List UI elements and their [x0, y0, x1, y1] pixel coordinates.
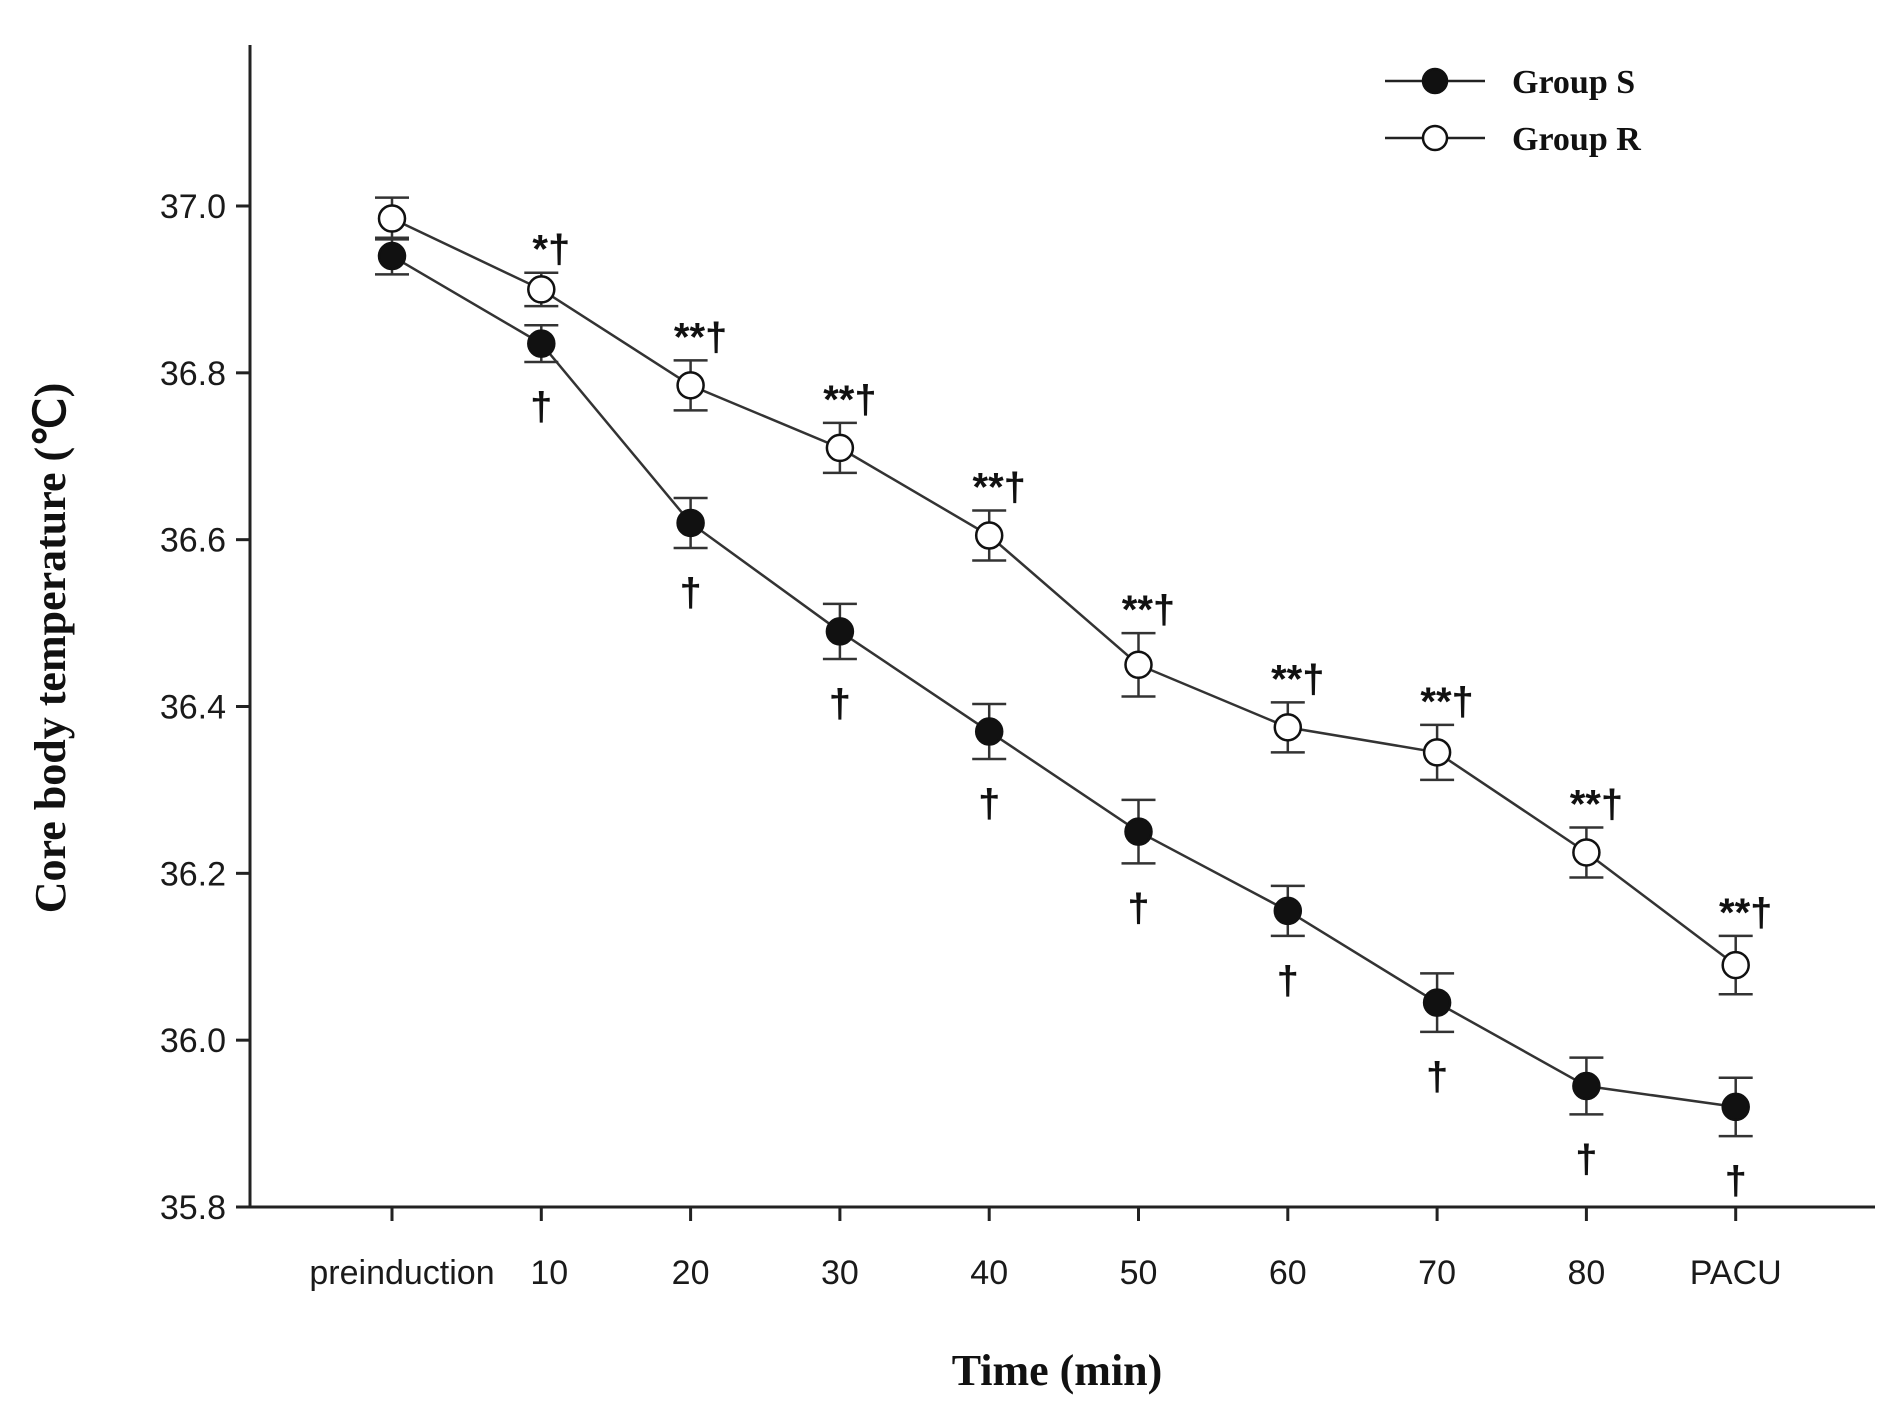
legend-item-group-s: Group S — [1385, 64, 1635, 101]
x-tick-label: 60 — [1269, 1254, 1307, 1292]
legend-label-group-r: Group R — [1512, 121, 1641, 158]
significance-annotation: **† — [674, 315, 727, 359]
legend-label-group-s: Group S — [1512, 64, 1635, 101]
x-tick-label: 50 — [1120, 1254, 1158, 1292]
legend-marker-group-s — [1421, 67, 1449, 95]
y-tick-label: 35.8 — [160, 1189, 226, 1227]
data-point — [1721, 950, 1750, 980]
x-tick-label: 20 — [672, 1254, 710, 1292]
data-point — [974, 521, 1004, 550]
data-point — [1124, 817, 1153, 846]
legend: Group S Group R — [1385, 64, 1641, 158]
significance-annotation: **† — [1122, 588, 1175, 632]
series-group-s — [375, 236, 1753, 1138]
significance-annotation: † — [1575, 1137, 1597, 1181]
data-point — [676, 371, 705, 400]
significance-annotation: † — [978, 782, 1000, 826]
significance-annotation: **† — [1570, 782, 1623, 826]
data-point — [825, 617, 855, 646]
y-ticks: 35.8 36.0 36.2 36.4 36.6 36.8 37.0 — [160, 188, 250, 1227]
significance-annotation: *† — [532, 228, 570, 272]
legend-item-group-r: Group R — [1385, 121, 1641, 158]
significance-annotation: † — [1725, 1159, 1747, 1203]
data-point — [1572, 838, 1601, 867]
data-point — [974, 717, 1004, 746]
annotation-layer: † † † † † † † † † *† **† **† **† **† **† **† **† **† — [530, 228, 1772, 1203]
significance-annotation: † — [1426, 1055, 1448, 1099]
significance-annotation: † — [1127, 886, 1149, 930]
y-axis-title: Core body temperature (℃) — [26, 383, 75, 913]
significance-annotation: **† — [1271, 657, 1324, 701]
series-group-r — [375, 196, 1753, 996]
x-tick-label: preinduction — [309, 1254, 494, 1292]
significance-annotation: † — [679, 571, 701, 615]
significance-annotation: **† — [1719, 891, 1772, 935]
axes — [248, 45, 1875, 1209]
x-tick-label: 80 — [1567, 1254, 1605, 1292]
x-tick-label: 70 — [1418, 1254, 1456, 1292]
legend-marker-group-r — [1421, 124, 1449, 152]
data-point — [1273, 713, 1303, 742]
x-tick-label: PACU — [1690, 1254, 1782, 1292]
x-axis-title: Time (min) — [952, 1346, 1163, 1395]
significance-annotation: † — [1277, 959, 1299, 1003]
significance-annotation: **† — [973, 465, 1026, 509]
x-ticks: preinduction 10 20 30 40 50 60 70 80 PACU — [309, 1207, 1782, 1292]
data-point — [1124, 650, 1153, 680]
y-tick-label: 36.4 — [160, 689, 226, 727]
data-point — [377, 241, 407, 271]
y-tick-label: 36.2 — [160, 855, 226, 893]
series-line — [391, 254, 1736, 1109]
x-tick-label: 10 — [530, 1254, 568, 1292]
y-tick-label: 37.0 — [160, 188, 226, 226]
y-tick-label: 36.8 — [160, 355, 226, 393]
data-point — [527, 329, 556, 358]
data-point — [825, 433, 855, 463]
significance-annotation: **† — [1420, 680, 1473, 724]
data-point — [377, 204, 407, 233]
data-point — [1572, 1071, 1601, 1101]
y-tick-label: 36.6 — [160, 522, 226, 560]
x-tick-label: 30 — [821, 1254, 859, 1292]
data-point — [1721, 1092, 1750, 1122]
series-line — [391, 217, 1737, 967]
data-point — [527, 275, 556, 304]
x-tick-label: 40 — [970, 1254, 1008, 1292]
data-point — [676, 508, 705, 538]
y-tick-label: 36.0 — [160, 1022, 226, 1060]
data-point — [1422, 988, 1452, 1017]
series-layer — [375, 196, 1753, 1138]
significance-annotation: **† — [823, 378, 876, 422]
significance-annotation: † — [829, 682, 851, 726]
data-point — [1273, 896, 1303, 926]
significance-annotation: † — [530, 385, 552, 429]
data-point — [1422, 738, 1452, 767]
